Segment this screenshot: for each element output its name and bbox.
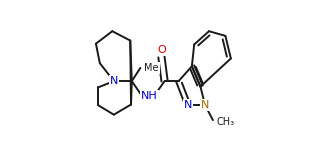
Text: CH₃: CH₃: [217, 117, 235, 127]
Text: Me: Me: [144, 63, 159, 73]
Text: NH: NH: [141, 91, 158, 101]
Text: N: N: [201, 100, 209, 110]
Text: N: N: [184, 100, 192, 110]
Text: O: O: [157, 45, 166, 55]
Text: N: N: [110, 76, 118, 86]
